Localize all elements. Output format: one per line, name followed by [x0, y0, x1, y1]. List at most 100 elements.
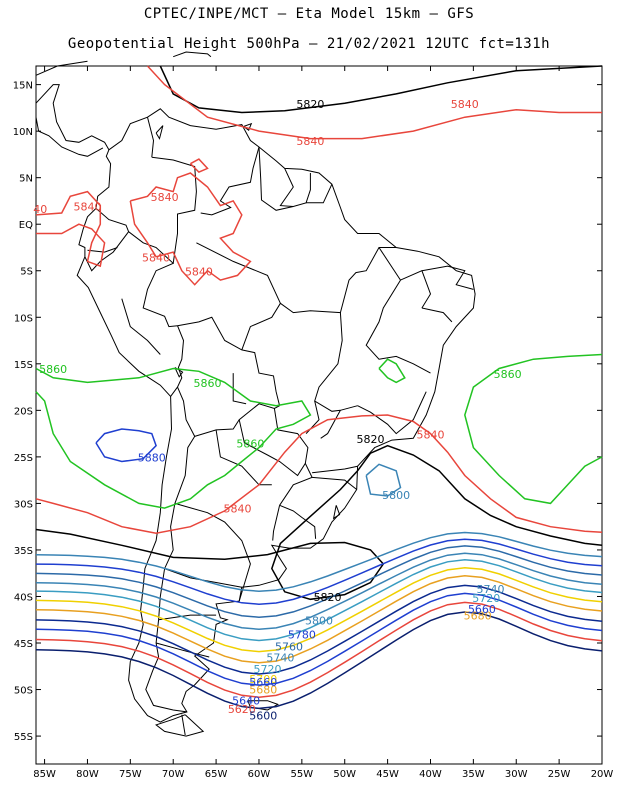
contour-5840-west: [35, 190, 106, 268]
axis-ticks: 85W 80W 75W 70W 65W 60W 55W 50W 45W 40W 35W 30W 25W 2…: [13, 66, 614, 780]
contour-label: 5720: [254, 663, 282, 676]
lat-tick-label: 30S: [14, 499, 33, 510]
contour-5600: [35, 611, 603, 710]
contour-label: 5600: [249, 709, 277, 722]
political-border: [272, 505, 281, 541]
lon-tick-label: 75W: [119, 769, 142, 780]
political-border: [128, 231, 178, 328]
contour-label: 5880: [138, 452, 166, 465]
political-border: [280, 302, 358, 412]
political-border: [121, 298, 161, 355]
lon-tick-label: 30W: [505, 769, 528, 780]
political-border: [147, 117, 155, 158]
contour-5660: [35, 584, 603, 675]
political-border: [145, 436, 196, 713]
lon-tick-label: 65W: [205, 769, 228, 780]
political-border: [200, 146, 260, 216]
political-border: [365, 247, 431, 374]
map-title-line1: CPTEC/INPE/MCT – Eta Model 15km – GFS: [143, 6, 475, 22]
contour-5700: [35, 567, 603, 653]
political-border: [279, 504, 317, 539]
contour-label: 5760: [275, 640, 303, 653]
contour-label: 5720: [472, 592, 500, 605]
contour-label: 5700: [249, 673, 277, 686]
lat-tick-label: 55S: [14, 732, 33, 743]
lat-tick-label: EQ: [19, 220, 33, 231]
contour-5800: [35, 531, 603, 592]
contour-label: 5740: [266, 652, 294, 665]
lat-tick-label: 20S: [14, 406, 33, 417]
tierra-del-fuego-coast: [155, 714, 205, 737]
contour-5620: [35, 601, 603, 698]
contour-label: 5640: [232, 694, 260, 707]
lon-tick-label: 35W: [462, 769, 485, 780]
contour-5860-west: [35, 367, 312, 509]
lon-tick-label: 70W: [162, 769, 185, 780]
caribbean-fringe: [35, 60, 88, 76]
political-border: [151, 156, 197, 264]
contour-5740: [35, 552, 603, 631]
contour-label: 5840: [451, 98, 479, 111]
political-border: [312, 465, 358, 474]
contour-label: 5860: [194, 377, 222, 390]
political-border: [421, 307, 453, 323]
lat-tick-label: 35S: [14, 546, 33, 557]
political-border: [279, 463, 313, 506]
political-border: [181, 714, 186, 736]
contour-5860-east: [464, 353, 603, 505]
contour-label: 5820: [314, 591, 342, 604]
lat-tick-label: 15S: [14, 360, 33, 371]
contour-5820-south: [35, 444, 603, 601]
contour-label: 5820: [356, 433, 384, 446]
contour-label: 5660: [468, 603, 496, 616]
contour-label: 5840: [142, 251, 170, 264]
lon-tick-label: 20W: [591, 769, 614, 780]
contour-label: 5840: [224, 503, 252, 516]
contour-5840-north: [146, 65, 602, 140]
political-border: [258, 146, 294, 211]
contour-label: 5840: [151, 191, 179, 204]
caribbean-islands: [173, 51, 212, 58]
contour-label: 5820: [296, 98, 324, 111]
contour-label: 5860: [236, 438, 264, 451]
central-america-coast: [35, 84, 110, 151]
contour-5780: [35, 538, 603, 605]
lat-tick-label: 5N: [19, 174, 33, 185]
political-border: [232, 373, 247, 405]
political-border: [312, 476, 358, 490]
contour-lines: [35, 65, 603, 710]
political-border: [320, 410, 341, 439]
lon-tick-label: 85W: [33, 769, 56, 780]
political-border: [215, 429, 272, 486]
political-border: [158, 614, 217, 621]
central-america-pacific: [35, 117, 104, 157]
lon-tick-label: 40W: [419, 769, 442, 780]
contour-5800-closed: [365, 463, 402, 497]
contour-5760: [35, 545, 603, 618]
political-border: [279, 168, 311, 208]
political-border: [305, 400, 320, 434]
contour-label: 5680: [464, 610, 492, 623]
contour-label: 5840: [185, 265, 213, 278]
contour-label: 5840: [416, 428, 444, 441]
lat-tick-label: 15N: [13, 81, 33, 92]
political-border: [339, 247, 397, 313]
contour-label: 40: [33, 203, 47, 216]
contour-label: 5800: [382, 489, 410, 502]
lon-tick-label: 60W: [248, 769, 271, 780]
political-border: [238, 408, 309, 477]
political-border: [174, 502, 251, 602]
contour-5640: [35, 592, 603, 686]
political-border: [400, 270, 432, 309]
political-border: [306, 183, 333, 204]
coastlines: [35, 51, 476, 737]
lagoa-dos-patos: [332, 505, 341, 520]
lon-tick-label: 45W: [376, 769, 399, 780]
contour-5680: [35, 575, 603, 664]
lat-tick-label: 5S: [20, 267, 33, 278]
political-border: [421, 265, 474, 290]
lake-maracaibo: [155, 125, 164, 140]
political-border: [84, 208, 130, 272]
contour-label: 5740: [477, 583, 505, 596]
